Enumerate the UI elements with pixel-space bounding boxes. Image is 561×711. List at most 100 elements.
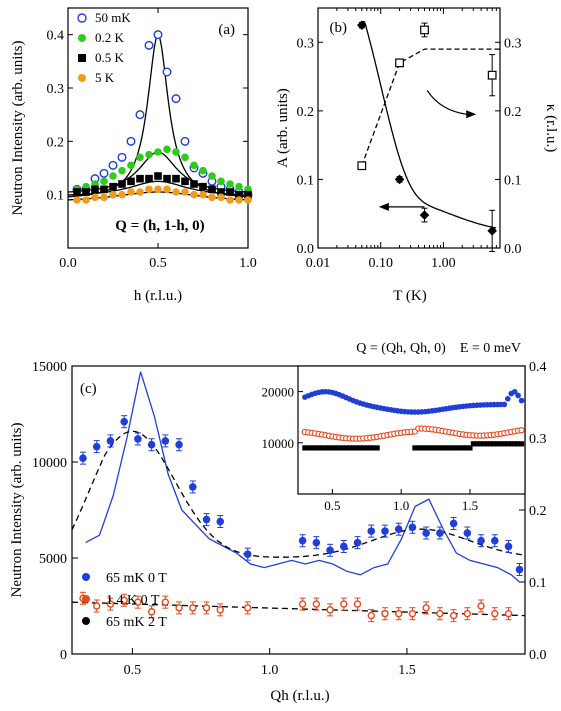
c-point <box>367 527 376 535</box>
a-legend-label: 0.5 K <box>95 50 125 65</box>
a-point <box>163 174 171 183</box>
a-point <box>199 182 207 191</box>
panel-a-legend: 50 mK 0.2 K 0.5 K 5 K <box>77 10 131 85</box>
a-point <box>181 188 189 196</box>
inset-point-black <box>460 445 466 451</box>
inset-point-black <box>374 445 380 451</box>
inset-point-black <box>494 441 501 447</box>
inset-point-black <box>371 445 377 451</box>
c-point <box>449 519 458 528</box>
c-point <box>120 596 128 604</box>
panel-a: (a) Neutron Intensity (arb. units) h (r.… <box>10 7 257 304</box>
inset-point-red <box>518 426 525 434</box>
panel-a-xlabel: h (r.l.u.) <box>134 288 182 304</box>
a-point <box>208 193 216 202</box>
a-point <box>181 153 189 162</box>
panel-b-frame <box>317 7 501 249</box>
inset-point-black <box>302 445 308 451</box>
c-point <box>312 538 321 547</box>
inset-point-black <box>336 445 342 451</box>
a-point <box>208 172 216 180</box>
inset-point-black <box>429 445 435 451</box>
c-ytick-right-label: 0.0 <box>529 648 547 663</box>
a-point <box>135 110 145 120</box>
c-point <box>353 600 362 608</box>
inset-point-black <box>415 445 421 451</box>
c-point <box>326 546 334 555</box>
inset-point-black <box>432 445 439 451</box>
a-point <box>145 185 153 194</box>
a-point <box>171 94 181 104</box>
c-fit-dashed-0T <box>71 430 523 558</box>
a-point <box>100 185 108 194</box>
a-point <box>127 188 135 196</box>
inset-point-black <box>419 445 425 451</box>
a-point <box>100 177 108 186</box>
inset-xtick-label: 1.5 <box>462 498 478 513</box>
c-point <box>147 440 156 449</box>
inset-point-black <box>312 445 318 451</box>
a-point <box>73 196 81 204</box>
a-point <box>181 177 189 186</box>
a-ytick-label: 0.2 <box>47 135 65 150</box>
a-point <box>244 190 252 199</box>
inset-point-black <box>340 445 346 451</box>
c-point <box>93 602 101 610</box>
inset-point-black <box>309 445 315 451</box>
inset-point-black <box>360 445 366 451</box>
c-point <box>477 602 485 610</box>
a-point <box>118 180 126 188</box>
c-point <box>312 600 321 608</box>
panel-b-label: (b) <box>330 20 348 36</box>
inset-ticks: 0.5 1.0 1.5 10000 20000 <box>262 385 479 513</box>
inset-point-black <box>443 445 449 451</box>
c-point <box>189 604 197 612</box>
c-point <box>147 608 156 616</box>
a-point <box>136 174 144 183</box>
a-point <box>127 161 135 170</box>
a-point <box>172 174 180 183</box>
c-point <box>161 598 170 606</box>
a-point <box>208 185 216 194</box>
c-point <box>394 525 403 533</box>
c-point <box>216 606 224 614</box>
panel-c-xlabel: Qh (r.l.u.) <box>270 688 329 704</box>
c-point <box>340 600 348 608</box>
c-ytick-label: 5000 <box>39 552 67 567</box>
panel-c-header: Q = (Qh, Qh, 0) E = 0 meV <box>356 341 521 356</box>
a-point <box>73 188 81 196</box>
b-point <box>357 20 367 30</box>
c-model-line <box>85 371 520 583</box>
a-xtick-label: 0.0 <box>59 256 77 271</box>
a-point <box>226 180 234 188</box>
panel-b-data <box>357 20 497 252</box>
panel-c-label: (c) <box>80 381 97 397</box>
a-point <box>172 188 180 196</box>
inset-point-black <box>512 441 518 447</box>
a-point <box>126 136 136 146</box>
b-arrowhead-right <box>466 110 477 119</box>
c-point <box>408 609 417 618</box>
b-xtick-label: 1.00 <box>431 256 456 271</box>
inset-point-black <box>329 445 335 451</box>
panel-c-data <box>79 415 524 623</box>
panel-c-curves <box>71 371 526 617</box>
inset-point-blue <box>501 401 508 408</box>
b-point <box>419 210 430 220</box>
inset-point-blue <box>511 388 518 395</box>
a-point <box>145 174 153 183</box>
inset-point-black <box>426 445 432 451</box>
a-point <box>136 188 144 196</box>
c-point <box>92 442 101 451</box>
inset-point-black <box>463 445 470 451</box>
c-legend-marker <box>82 595 90 603</box>
a-point <box>199 166 207 175</box>
a-point <box>180 136 190 146</box>
inset-point-black <box>518 441 525 447</box>
panel-a-data <box>72 30 253 204</box>
inset-point-black <box>322 445 329 451</box>
b-fit-curve <box>361 21 497 229</box>
a-point <box>144 40 154 50</box>
a-point <box>91 193 99 202</box>
inset-data <box>301 388 525 451</box>
